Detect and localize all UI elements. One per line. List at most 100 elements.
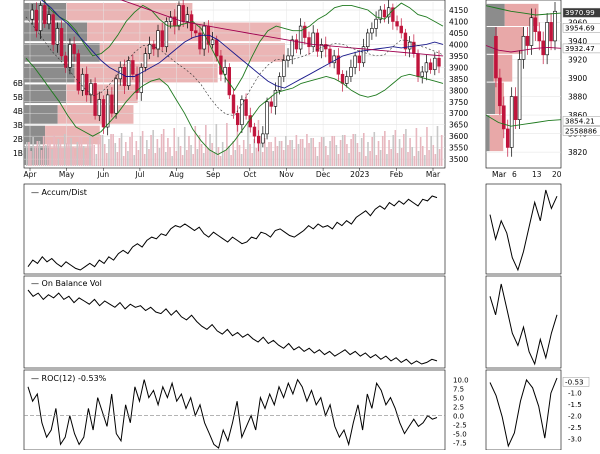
vbp-up-bar [87, 22, 281, 42]
volume-bar [55, 144, 58, 166]
volume-bar [112, 134, 114, 166]
volume-bar [160, 134, 163, 166]
month-tick-label: Mar [426, 170, 441, 179]
volume-bar [219, 156, 222, 166]
candle-body [277, 76, 282, 91]
volume-bar [367, 142, 369, 166]
volume-bar [82, 146, 85, 166]
volume-bar [51, 149, 53, 166]
volume-bar [386, 154, 388, 166]
candle-body [399, 25, 403, 34]
volume-bar [270, 142, 272, 166]
candle-body [231, 94, 236, 114]
volume-bar [40, 150, 43, 166]
volume-bar [84, 155, 87, 166]
roc-title-text: ROC(12) -0.53% [41, 374, 107, 383]
volume-bar [381, 136, 384, 166]
volume-tick-label: 2B [13, 135, 23, 144]
volume-bar [377, 141, 380, 166]
volume-bar [213, 152, 216, 166]
candle-body [105, 94, 110, 128]
volume-bar [438, 149, 441, 166]
volume-by-price-bars [24, 3, 286, 165]
candle-body [97, 99, 101, 116]
price-tick-label: 3650 [449, 121, 468, 130]
right-price-tag-label: 3970.99 [565, 8, 595, 17]
candle-body [147, 44, 152, 54]
volume-bar [255, 148, 258, 166]
right-price-tick-label: 3900 [568, 74, 587, 83]
month-tick-label: Apr [24, 170, 38, 179]
candle-body [345, 76, 349, 84]
accum-dist-line [27, 195, 438, 271]
volume-bar [360, 138, 363, 166]
volume-bar [44, 145, 47, 166]
volume-bar [325, 146, 327, 166]
right-roc-tag-label: -0.53 [565, 377, 584, 386]
candle-body [428, 62, 433, 70]
accum-dist-title-dash: — [31, 188, 42, 197]
volume-bar [369, 151, 371, 166]
volume-bar [297, 144, 300, 166]
volume-bar [110, 134, 112, 166]
candle-body [126, 60, 131, 87]
right-roc-tag-box [562, 377, 590, 387]
volume-bar [354, 134, 357, 166]
roc-line [27, 378, 438, 449]
right-price-tag-box [562, 116, 600, 126]
volume-bar [26, 142, 28, 166]
volume-bar [436, 126, 439, 166]
candle-body [143, 53, 148, 68]
candle-body [437, 57, 441, 67]
volume-bar [402, 134, 405, 166]
volume-bar [394, 130, 397, 166]
right-candle-body [537, 31, 542, 42]
candle-body [51, 14, 55, 45]
price-tick-label: 3700 [449, 109, 468, 118]
candle-body [194, 30, 198, 34]
volume-bar [432, 145, 435, 166]
candle-body [391, 7, 395, 22]
right-candle-body [505, 128, 510, 148]
candle-body [286, 55, 290, 61]
candle-body [252, 126, 257, 137]
candle-body [298, 25, 303, 50]
volume-bar [97, 140, 100, 166]
volume-bar [101, 135, 104, 166]
right-vbp-down [486, 82, 495, 115]
volume-bar [421, 146, 424, 166]
candle-body [164, 21, 169, 48]
volume-tick-label: 1B [13, 149, 23, 158]
volume-bar [78, 137, 81, 166]
volume-bar [261, 152, 264, 166]
volume-bar [272, 151, 275, 166]
candle-body [215, 39, 219, 57]
right-bollinger-upper [485, 5, 562, 16]
right-candle-body [517, 59, 522, 120]
volume-bar [131, 132, 133, 166]
volume-bar [28, 142, 30, 166]
candle-body [269, 101, 273, 107]
volume-bar [57, 139, 60, 166]
volume-bar [388, 140, 390, 166]
candle-body [72, 44, 76, 54]
right-vbp-down [486, 54, 494, 82]
volume-bar [196, 149, 199, 166]
volume-bar [263, 138, 266, 166]
volume-bar [188, 136, 190, 166]
volume-bar [61, 148, 64, 166]
volume-bar [114, 143, 117, 166]
volume-bar [405, 129, 407, 166]
volume-bar [238, 145, 241, 166]
volume-bar [152, 130, 154, 166]
right-vbp-up [489, 115, 504, 152]
volume-bar [66, 143, 68, 166]
volume-bar [87, 141, 89, 166]
candle-body [139, 67, 143, 93]
right-time-label: 6 [512, 170, 517, 179]
month-tick-label: Dec [316, 170, 331, 179]
price-overlays [25, 0, 444, 156]
month-tick-label: May [59, 170, 75, 179]
candle-body [185, 14, 190, 22]
